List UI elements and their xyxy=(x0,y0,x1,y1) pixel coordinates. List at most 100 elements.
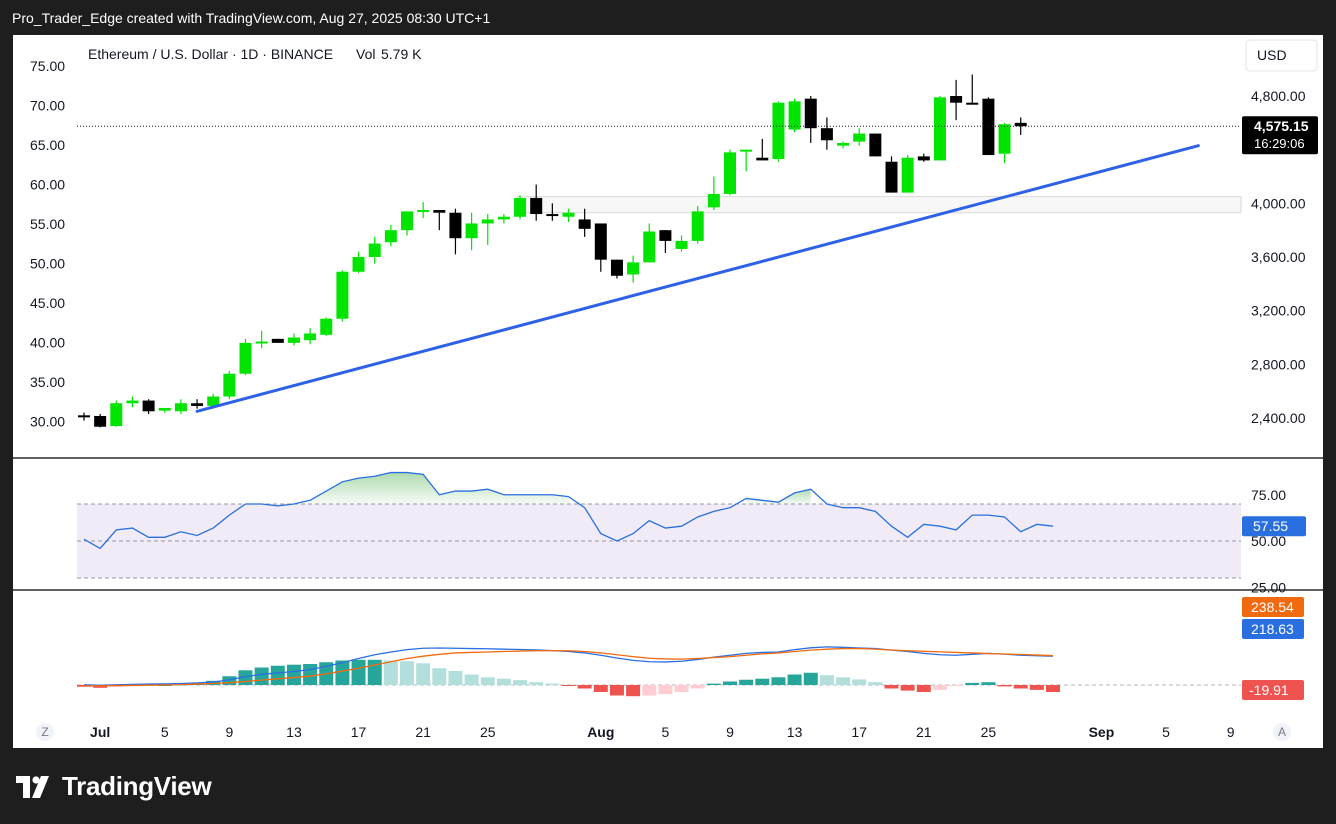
macd-histogram-bar[interactable] xyxy=(1046,685,1060,692)
candle-body[interactable] xyxy=(78,415,90,418)
candle-body[interactable] xyxy=(740,149,753,152)
candle-body[interactable] xyxy=(724,152,736,194)
tradingview-chart[interactable]: Ethereum / U.S. Dollar · 1D · BINANCE Vo… xyxy=(13,35,1323,748)
candle-body[interactable] xyxy=(659,230,672,241)
macd-histogram-bar[interactable] xyxy=(739,679,754,685)
candle-body[interactable] xyxy=(223,373,236,397)
candle-body[interactable] xyxy=(756,157,769,161)
macd-histogram-bar[interactable] xyxy=(642,685,657,696)
macd-histogram-bar[interactable] xyxy=(755,678,770,685)
candle-body[interactable] xyxy=(675,240,688,249)
macd-histogram-bar[interactable] xyxy=(303,664,318,685)
candle-body[interactable] xyxy=(239,342,252,374)
candle-body[interactable] xyxy=(449,212,462,239)
support-trendline[interactable] xyxy=(195,144,1200,413)
currency-button[interactable] xyxy=(1245,39,1318,72)
candle-body[interactable] xyxy=(320,318,333,335)
candle-body[interactable] xyxy=(401,211,413,231)
candle-body[interactable] xyxy=(110,403,123,427)
macd-histogram-bar[interactable] xyxy=(916,685,931,692)
macd-histogram-bar[interactable] xyxy=(593,685,608,692)
macd-histogram-bar[interactable] xyxy=(1029,685,1044,690)
candle-body[interactable] xyxy=(594,223,607,260)
candle-body[interactable] xyxy=(643,231,656,263)
candle-body[interactable] xyxy=(481,219,494,224)
macd-histogram-bar[interactable] xyxy=(787,674,802,686)
macd-histogram-bar[interactable] xyxy=(93,685,108,688)
macd-histogram-bar[interactable] xyxy=(383,660,398,686)
candle-body[interactable] xyxy=(562,212,575,217)
candle-body[interactable] xyxy=(837,142,850,146)
macd-histogram-bar[interactable] xyxy=(480,677,495,685)
macd-histogram-bar[interactable] xyxy=(432,668,447,685)
macd-histogram-bar[interactable] xyxy=(852,679,867,685)
macd-histogram-bar[interactable] xyxy=(545,683,560,685)
macd-histogram-bar[interactable] xyxy=(706,683,721,685)
rsi-line[interactable] xyxy=(83,471,1054,550)
macd-histogram-bar[interactable] xyxy=(868,682,883,685)
candle-body[interactable] xyxy=(627,262,640,275)
candle-body[interactable] xyxy=(869,133,882,157)
macd-line[interactable] xyxy=(83,646,1054,686)
macd-histogram-bar[interactable] xyxy=(286,664,301,685)
candle-body[interactable] xyxy=(497,216,510,220)
candle-body[interactable] xyxy=(207,396,220,406)
candle-body[interactable] xyxy=(514,197,527,217)
candle-body[interactable] xyxy=(433,210,446,213)
macd-histogram-bar[interactable] xyxy=(513,680,528,685)
candle-body[interactable] xyxy=(1014,122,1027,127)
candle-body[interactable] xyxy=(255,341,268,344)
macd-histogram-bar[interactable] xyxy=(626,685,641,697)
macd-histogram-bar[interactable] xyxy=(222,676,237,685)
candle-body[interactable] xyxy=(610,259,623,276)
candle-body[interactable] xyxy=(352,257,365,272)
candle-body[interactable] xyxy=(885,161,898,193)
candle-body[interactable] xyxy=(94,415,107,427)
candle-body[interactable] xyxy=(158,407,171,411)
macd-histogram-bar[interactable] xyxy=(690,685,705,689)
macd-histogram-bar[interactable] xyxy=(997,685,1012,687)
candle-body[interactable] xyxy=(368,243,381,257)
candle-body[interactable] xyxy=(933,97,946,161)
timezone-toggle-button[interactable] xyxy=(36,723,54,741)
candle-body[interactable] xyxy=(271,338,284,343)
candle-body[interactable] xyxy=(820,128,833,141)
highlighted-price-zone[interactable] xyxy=(516,196,1242,214)
macd-histogram-bar[interactable] xyxy=(932,685,947,690)
candle-body[interactable] xyxy=(901,157,914,193)
macd-histogram-bar[interactable] xyxy=(949,685,964,686)
macd-histogram-bar[interactable] xyxy=(400,661,414,685)
candle-body[interactable] xyxy=(578,219,591,229)
candle-body[interactable] xyxy=(417,210,430,213)
macd-histogram-bar[interactable] xyxy=(464,674,479,686)
candle-body[interactable] xyxy=(788,101,801,130)
macd-histogram-bar[interactable] xyxy=(561,685,576,686)
candle-body[interactable] xyxy=(707,193,720,208)
candle-body[interactable] xyxy=(998,124,1011,154)
candle-body[interactable] xyxy=(384,230,397,243)
macd-histogram-bar[interactable] xyxy=(658,685,673,695)
macd-histogram-bar[interactable] xyxy=(965,682,980,685)
macd-histogram-bar[interactable] xyxy=(577,685,592,689)
macd-histogram-bar[interactable] xyxy=(335,660,350,686)
macd-histogram-bar[interactable] xyxy=(496,678,511,685)
macd-histogram-bar[interactable] xyxy=(416,663,431,685)
macd-histogram-bar[interactable] xyxy=(674,685,689,692)
macd-histogram-bar[interactable] xyxy=(900,685,915,691)
candle-body[interactable] xyxy=(530,197,543,215)
macd-histogram-bar[interactable] xyxy=(819,675,834,685)
candle-body[interactable] xyxy=(691,211,704,241)
macd-histogram-bar[interactable] xyxy=(448,671,463,685)
macd-histogram-bar[interactable] xyxy=(803,672,818,685)
macd-histogram-bar[interactable] xyxy=(270,665,285,685)
macd-histogram-bar[interactable] xyxy=(884,685,899,689)
macd-histogram-bar[interactable] xyxy=(609,685,624,696)
candle-body[interactable] xyxy=(142,400,155,412)
candle-body[interactable] xyxy=(917,156,930,161)
candle-body[interactable] xyxy=(950,96,963,103)
candle-body[interactable] xyxy=(174,403,187,412)
candle-body[interactable] xyxy=(191,403,204,406)
candle-body[interactable] xyxy=(966,102,979,105)
candle-body[interactable] xyxy=(853,133,866,142)
macd-histogram-bar[interactable] xyxy=(1013,685,1028,689)
